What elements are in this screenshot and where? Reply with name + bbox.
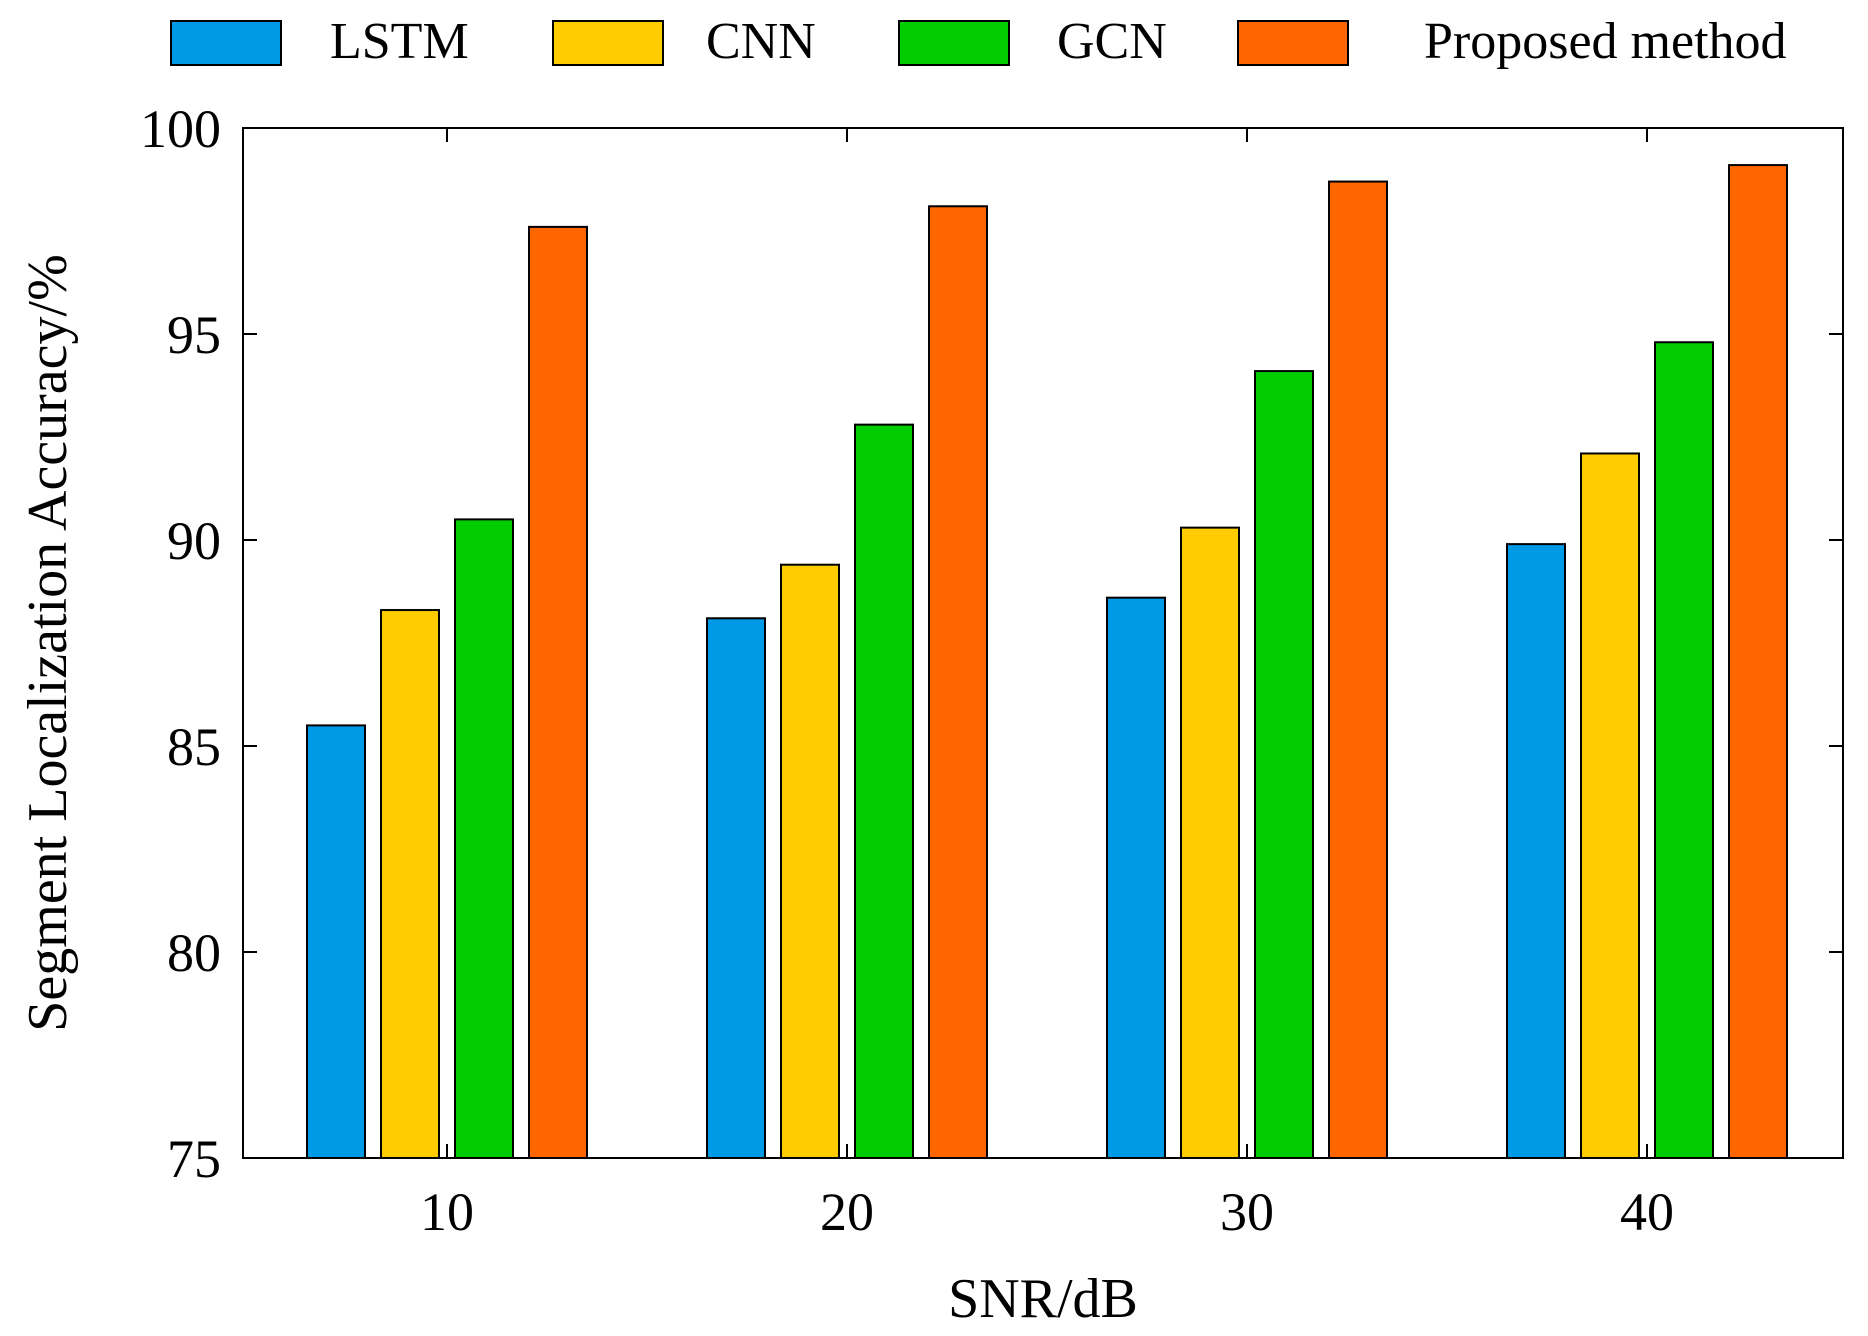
bar-cnn-10 — [380, 609, 440, 1159]
x-axis-label: SNR/dB — [948, 1268, 1138, 1330]
axes — [242, 127, 1844, 1159]
bar-proposed-method-10 — [528, 225, 588, 1159]
y-ticks: 75 80 85 90 95 100 — [140, 99, 1843, 1189]
bar-proposed-method-20 — [928, 205, 988, 1159]
x-tick-label: 10 — [420, 1182, 474, 1242]
legend-swatch-proposed-method — [1237, 20, 1349, 66]
x-tick-label: 20 — [820, 1182, 874, 1242]
bar-gcn-10 — [454, 518, 514, 1159]
y-tick-label: 85 — [167, 717, 221, 777]
legend-label-lstm: LSTM — [330, 13, 469, 70]
bars — [306, 164, 1788, 1160]
legend-label-proposed-method: Proposed method — [1424, 13, 1787, 70]
x-tick-label: 40 — [1620, 1182, 1674, 1242]
x-ticks: 10 20 30 40 — [420, 128, 1674, 1242]
y-tick-label: 90 — [167, 511, 221, 571]
legend-swatch-lstm — [170, 20, 282, 66]
y-tick-label: 80 — [167, 923, 221, 983]
legend-swatch-gcn — [898, 20, 1010, 66]
legend: LSTM CNN GCN Proposed method — [170, 13, 1787, 70]
bar-cnn-40 — [1580, 452, 1640, 1160]
legend-label-gcn: GCN — [1057, 13, 1167, 70]
plot-frame — [242, 127, 1844, 1159]
y-tick-label: 95 — [167, 305, 221, 365]
bar-lstm-20 — [706, 617, 766, 1159]
bar-cnn-30 — [1180, 526, 1240, 1159]
bar-lstm-30 — [1106, 596, 1166, 1159]
bar-gcn-40 — [1654, 341, 1714, 1159]
bar-cnn-20 — [780, 563, 840, 1159]
bar-gcn-30 — [1254, 370, 1314, 1159]
bar-proposed-method-30 — [1328, 180, 1388, 1159]
bar-lstm-10 — [306, 724, 366, 1160]
bar-proposed-method-40 — [1728, 164, 1788, 1159]
legend-swatch-cnn — [552, 20, 664, 66]
y-tick-label: 100 — [140, 99, 221, 159]
x-tick-label: 30 — [1220, 1182, 1274, 1242]
y-axis-label: Segment Localization Accuracy/% — [17, 254, 79, 1031]
legend-label-cnn: CNN — [706, 13, 816, 70]
y-tick-label: 75 — [167, 1129, 221, 1189]
bar-gcn-20 — [854, 423, 914, 1159]
bar-lstm-40 — [1506, 543, 1566, 1159]
